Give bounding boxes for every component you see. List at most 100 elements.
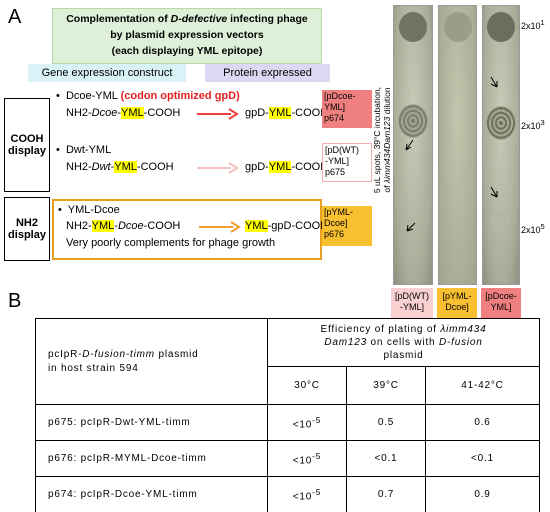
text: p676 — [324, 229, 345, 239]
text: on cells with — [366, 337, 439, 348]
text: [pDcoe- — [324, 91, 356, 101]
plate-lane — [438, 5, 477, 285]
cell: <10-5 — [267, 476, 347, 512]
dilution-label: 2x105 — [521, 222, 545, 235]
comment: Very poorly complements for phage growth — [66, 237, 276, 249]
text: 2x10 — [521, 121, 541, 131]
table: pcIpR-D-fusion-timm plasmid in host strai… — [35, 318, 540, 512]
text: <10 — [292, 419, 313, 431]
construct-name: • YML-Dcoe — [58, 204, 120, 216]
spot — [487, 12, 515, 42]
plasmid-tag: [pD(WT) -YML] p675 — [322, 143, 372, 182]
text: gpD- — [245, 161, 269, 173]
text: plasmid — [154, 348, 199, 360]
text: [pYML- — [442, 291, 472, 301]
text: YML] — [324, 102, 346, 112]
text: 2x10 — [521, 225, 541, 235]
column-header: Protein expressed — [205, 64, 330, 82]
text: YML — [114, 161, 137, 173]
cell: 0.5 — [346, 404, 426, 441]
header-cell: Efficiency of plating of λimm434 Dam123 o… — [267, 318, 540, 367]
note: (codon optimized gpD) — [120, 90, 240, 102]
construct-name: • Dwt-YML — [56, 144, 112, 156]
cell: <0.1 — [425, 440, 540, 477]
text: 5 uL spots, 39°C incubation, — [372, 86, 382, 194]
text: by plasmid expression vectors — [110, 29, 264, 41]
text: YML-Dcoe — [67, 204, 120, 216]
text: plasmid — [383, 350, 424, 361]
text: [pD(WT) — [395, 291, 429, 301]
text: COOH — [10, 133, 44, 145]
text: Efficiency of plating of — [320, 324, 441, 335]
construct-name: • Dcoe-YML (codon optimized gpD) — [56, 90, 240, 102]
text: -gpD-COOH — [267, 220, 329, 232]
text: Dcoe-YML — [65, 90, 118, 102]
text: NH2- — [66, 161, 92, 173]
plasmid-tag: [pYML- Dcoe] p676 — [322, 206, 372, 246]
spot — [399, 12, 427, 42]
plate-lane — [482, 5, 520, 285]
text: Dam123 — [324, 337, 367, 348]
highlight-box — [52, 199, 322, 260]
text: NH2 — [15, 217, 38, 229]
text: (each displaying YML epitope) — [111, 45, 263, 57]
text: YML] — [490, 302, 512, 312]
cell: <10-5 — [267, 404, 347, 441]
text: infecting phage — [227, 13, 308, 25]
text: YML — [245, 220, 268, 232]
arrows — [405, 76, 498, 232]
text: D-fusion — [439, 337, 483, 348]
text: -YML] — [399, 302, 424, 312]
header-cell: 41-42°C — [425, 366, 540, 405]
text: Dcoe — [117, 220, 144, 232]
text: λimm434 — [440, 324, 487, 335]
text: [pYML- — [324, 207, 354, 217]
arrow — [199, 221, 241, 233]
text: - — [114, 220, 118, 232]
construct: NH2-Dcoe-YML-COOH — [66, 107, 180, 119]
cell: p674: pcIpR-Dcoe-YML-timm — [35, 476, 268, 512]
text: NH2- — [66, 107, 92, 119]
lane-label: [pYML- Dcoe] — [437, 288, 477, 318]
construct: NH2-YML-Dcoe-COOH — [66, 220, 180, 232]
spot — [491, 211, 509, 229]
text: YML — [121, 107, 144, 119]
text: Dcoe] — [324, 218, 348, 228]
text: Dcoe — [91, 107, 118, 119]
text: 2x10 — [521, 21, 541, 31]
text: -5 — [312, 450, 322, 461]
text: YML — [268, 161, 292, 173]
header-cell: 30°C — [267, 366, 347, 405]
arrow — [197, 108, 239, 120]
text: <10 — [292, 491, 313, 503]
text: -COOH — [291, 107, 329, 119]
protein: gpD-YML-COOH — [245, 107, 328, 119]
text: Complementation of — [66, 13, 171, 25]
text: -YML] — [325, 156, 350, 166]
text: pcIpR- — [48, 348, 83, 360]
text: 5 — [540, 222, 545, 231]
text: <10 — [292, 455, 313, 467]
plate-lane — [393, 5, 433, 285]
side-box: NH2 display — [4, 197, 50, 261]
text: of — [382, 183, 392, 193]
text: -5 — [312, 414, 322, 425]
cell: <10-5 — [267, 440, 347, 477]
panel-label: B — [8, 290, 22, 312]
cell: 0.6 — [425, 404, 540, 441]
cell: p676: pcIpR-MYML-Dcoe-timm — [35, 440, 268, 477]
dilution-label: 2x101 — [521, 18, 545, 31]
text: Dcoe] — [445, 302, 469, 312]
cell: <0.1 — [346, 440, 426, 477]
protein: gpD-YML-COOH — [245, 161, 328, 173]
text: D-defective — [170, 13, 228, 25]
lane-label: [pD(WT) -YML] — [391, 288, 433, 318]
text: - — [110, 161, 115, 173]
spot — [398, 104, 428, 138]
cell: p675: pcIpR-Dwt-YML-timm — [35, 404, 268, 441]
lane-label: [pDcoe- YML] — [481, 288, 521, 318]
cell: 0.9 — [425, 476, 540, 512]
text: -COOH — [291, 161, 329, 173]
side-box: COOH display — [4, 98, 50, 192]
spot — [486, 106, 516, 140]
